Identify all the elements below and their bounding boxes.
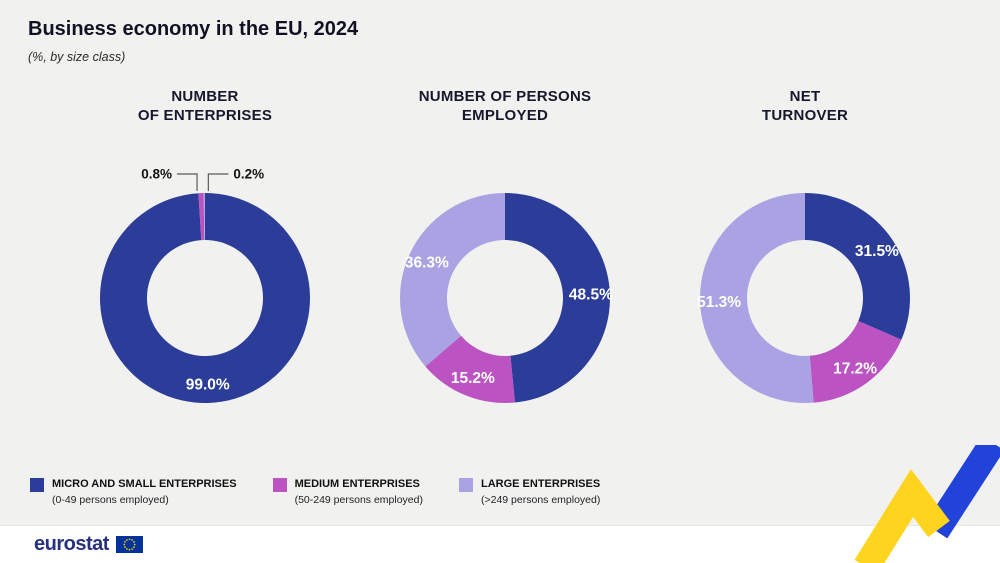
legend-swatch-large: [458, 478, 473, 492]
chart-persons-employed: NUMBER OF PERSONS EMPLOYED 48.5% 15.2% 36.…: [355, 88, 655, 418]
slice-value-label: 99.0%: [186, 376, 230, 393]
footer-bar: [0, 525, 1000, 563]
legend: MICRO AND SMALL ENTERPRISES (0-49 person…: [30, 477, 600, 509]
slice-value-label: 48.5%: [569, 286, 613, 303]
slice-value-label: 51.3%: [697, 294, 741, 311]
donut-slice: [805, 193, 910, 340]
legend-label: LARGE ENTERPRISES: [480, 478, 601, 490]
chart-title-line: TURNOVER: [761, 106, 849, 124]
donut-chart: 31.5% 17.2% 51.3%: [697, 193, 910, 403]
donut-chart: 48.5% 15.2% 36.3%: [400, 193, 613, 403]
donut-slice: [700, 193, 814, 403]
ribbon-yellow-band: [854, 469, 950, 563]
legend-sublabel: (0-49 persons employed): [52, 493, 169, 506]
page-subtitle: (%, by size class): [28, 50, 126, 64]
slice-value-label: 36.3%: [405, 255, 449, 272]
chart-title-line: OF ENTERPRISES: [137, 106, 273, 124]
legend-swatch-medium: [272, 478, 287, 492]
slice-value-label: 17.2%: [833, 360, 877, 377]
eurostat-wordmark: eurostat: [34, 533, 109, 555]
donut-slice: [425, 335, 515, 403]
legend-item-large: LARGE ENTERPRISES (>249 persons employed…: [458, 477, 601, 509]
header: Business economy in the EU, 2024 (%, by …: [28, 18, 358, 64]
legend-label: MICRO AND SMALL ENTERPRISES: [52, 478, 237, 490]
legend-sublabel: (50-249 persons employed): [294, 493, 423, 506]
slice-value-label: 15.2%: [451, 370, 495, 387]
donut-slice: [198, 193, 205, 241]
chart-number-of-enterprises: NUMBER OF ENTERPRISES 99.0% 0.8% 0.2%: [55, 88, 355, 418]
donut-chart: 99.0% 0.8% 0.2%: [100, 167, 310, 404]
legend-label: MEDIUM ENTERPRISES: [294, 478, 420, 490]
chart-title-line: EMPLOYED: [461, 106, 549, 124]
callout-line: [177, 173, 198, 191]
chart-title: NET TURNOVER: [762, 88, 848, 128]
chart-title: NUMBER OF PERSONS EMPLOYED: [419, 88, 592, 128]
chart-title-line: NUMBER: [171, 88, 239, 105]
donut-slice: [100, 193, 310, 404]
eurostat-logo: eurostat: [34, 533, 143, 556]
chart-title-line: NUMBER OF PERSONS: [418, 88, 592, 105]
chart-title-line: NET: [789, 88, 821, 105]
charts-row: NUMBER OF ENTERPRISES 99.0% 0.8% 0.2% NUMB…: [55, 88, 945, 418]
slice-value-label: 31.5%: [855, 243, 899, 260]
page-title: Business economy in the EU, 2024: [28, 18, 359, 40]
eu-flag-icon: [115, 536, 143, 553]
donut-slice: [400, 193, 505, 367]
donut-slice: [505, 193, 610, 403]
donut-slice: [203, 193, 205, 241]
chart-title: NUMBER OF ENTERPRISES: [138, 88, 272, 128]
callout-line: [207, 173, 229, 191]
callout-value-label: 0.2%: [233, 167, 264, 182]
ribbon-decoration: [854, 445, 1000, 563]
chart-net-turnover: NET TURNOVER 31.5% 17.2% 51.3%: [655, 88, 955, 418]
legend-item-micro-small: MICRO AND SMALL ENTERPRISES (0-49 person…: [30, 477, 237, 509]
legend-sublabel: (>249 persons employed): [480, 493, 601, 506]
legend-swatch-micro-small: [30, 478, 44, 492]
donut-slice: [809, 321, 902, 403]
legend-item-medium: MEDIUM ENTERPRISES (50-249 persons emplo…: [272, 477, 423, 509]
callout-value-label: 0.8%: [141, 167, 172, 182]
